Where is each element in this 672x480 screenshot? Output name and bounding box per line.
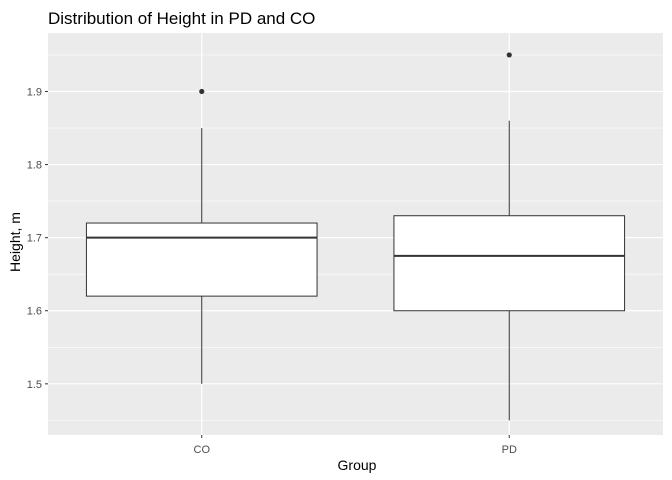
y-axis-ticks: 1.5 1.6 1.7 1.8 1.9	[27, 86, 48, 391]
y-tick-label: 1.5	[27, 379, 42, 391]
outlier-point	[199, 88, 205, 95]
outlier-point	[506, 52, 512, 58]
y-tick-label: 1.6	[27, 306, 42, 318]
y-tick-label: 1.8	[27, 160, 42, 172]
y-axis-title: Height, m	[7, 212, 23, 272]
x-axis-title: Group	[338, 457, 377, 473]
x-tick-label: CO	[194, 444, 211, 456]
x-tick-label: PD	[502, 444, 517, 456]
y-tick-label: 1.7	[27, 233, 42, 245]
box-co	[85, 88, 318, 384]
boxes	[85, 52, 626, 421]
y-tick-label: 1.9	[27, 86, 42, 98]
chart-title: Distribution of Height in PD and CO	[48, 9, 315, 28]
box-iqr	[85, 222, 318, 297]
box-iqr	[393, 215, 626, 312]
box-pd	[393, 52, 626, 421]
x-axis-ticks: CO PD	[194, 435, 517, 456]
